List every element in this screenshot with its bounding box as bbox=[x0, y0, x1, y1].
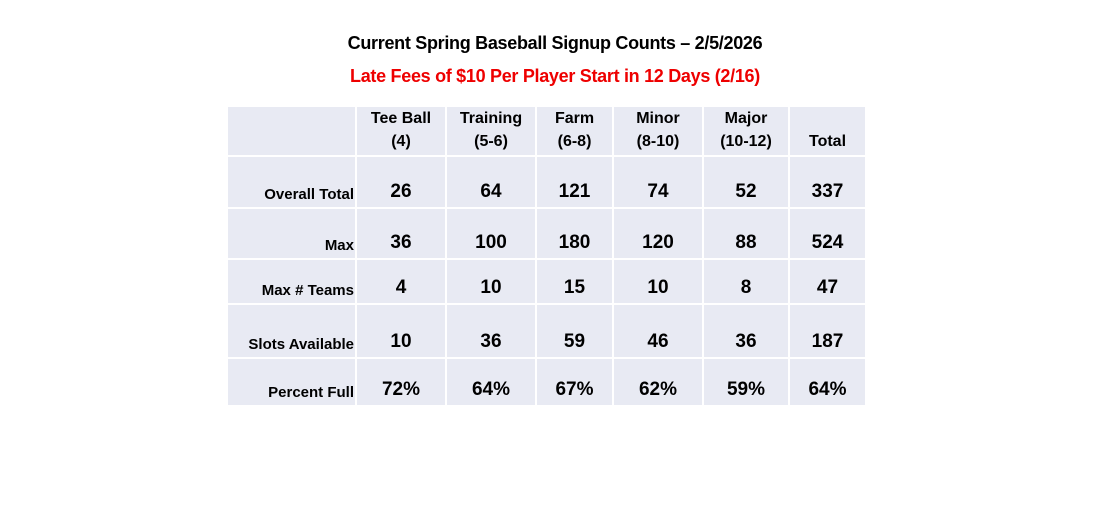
column-header: Minor (8-10) bbox=[612, 105, 704, 157]
table-cell: 337 bbox=[788, 155, 867, 209]
column-header: Tee Ball (4) bbox=[355, 105, 447, 157]
column-header-sub: (8-10) bbox=[636, 133, 680, 150]
column-header-name: Training bbox=[459, 110, 523, 127]
row-label: Overall Total bbox=[226, 155, 357, 209]
table-cell: 36 bbox=[355, 207, 447, 260]
column-header-sub: (10-12) bbox=[720, 133, 772, 150]
table-cell: 4 bbox=[355, 258, 447, 305]
table-cell: 100 bbox=[445, 207, 537, 260]
table-cell: 36 bbox=[702, 303, 790, 359]
table-row: Overall Total 26 64 121 74 52 337 bbox=[226, 155, 867, 209]
row-label: Max bbox=[226, 207, 357, 260]
table-cell: 10 bbox=[445, 258, 537, 305]
table-cell: 59% bbox=[702, 357, 790, 407]
table-cell: 36 bbox=[445, 303, 537, 359]
column-header-sub: (4) bbox=[391, 133, 411, 150]
column-header-name: Major bbox=[724, 110, 768, 127]
table-cell: 52 bbox=[702, 155, 790, 209]
late-fee-notice: Late Fees of $10 Per Player Start in 12 … bbox=[350, 66, 760, 86]
corner-cell bbox=[226, 105, 357, 157]
table-cell: 187 bbox=[788, 303, 867, 359]
table-cell: 10 bbox=[612, 258, 704, 305]
column-header: Farm (6-8) bbox=[535, 105, 614, 157]
table-cell: 59 bbox=[535, 303, 614, 359]
header-row: Tee Ball (4) Training (5-6) Farm (6-8) Minor (8… bbox=[226, 105, 867, 157]
table-cell: 15 bbox=[535, 258, 614, 305]
table-cell: 64% bbox=[445, 357, 537, 407]
table-cell: 67% bbox=[535, 357, 614, 407]
column-header-sub: Total bbox=[808, 133, 847, 150]
table-cell: 120 bbox=[612, 207, 704, 260]
row-label: Percent Full bbox=[226, 357, 357, 407]
row-label: Max # Teams bbox=[226, 258, 357, 305]
table-row: Max # Teams 4 10 15 10 8 47 bbox=[226, 258, 867, 305]
column-header-name: Farm bbox=[554, 110, 595, 127]
table-row: Max 36 100 180 120 88 524 bbox=[226, 207, 867, 260]
signup-counts-table: Tee Ball (4) Training (5-6) Farm (6-8) Minor (8… bbox=[226, 105, 867, 407]
table-cell: 72% bbox=[355, 357, 447, 407]
table-cell: 47 bbox=[788, 258, 867, 305]
column-header-sub: (5-6) bbox=[474, 133, 508, 150]
table-cell: 180 bbox=[535, 207, 614, 260]
table-row: Slots Available 10 36 59 46 36 187 bbox=[226, 303, 867, 359]
table-row: Percent Full 72% 64% 67% 62% 59% 64% bbox=[226, 357, 867, 407]
table-cell: 524 bbox=[788, 207, 867, 260]
column-header: Total bbox=[788, 105, 867, 157]
table-cell: 62% bbox=[612, 357, 704, 407]
column-header-name: Tee Ball bbox=[370, 110, 432, 127]
page-title: Current Spring Baseball Signup Counts – … bbox=[347, 33, 763, 53]
table-cell: 46 bbox=[612, 303, 704, 359]
table-cell: 8 bbox=[702, 258, 790, 305]
table-cell: 64 bbox=[445, 155, 537, 209]
table-cell: 88 bbox=[702, 207, 790, 260]
table-cell: 64% bbox=[788, 357, 867, 407]
table-cell: 121 bbox=[535, 155, 614, 209]
column-header: Major (10-12) bbox=[702, 105, 790, 157]
column-header-name: Minor bbox=[636, 110, 680, 127]
column-header-sub: (6-8) bbox=[557, 133, 592, 150]
table-cell: 74 bbox=[612, 155, 704, 209]
row-label: Slots Available bbox=[226, 303, 357, 359]
table-cell: 26 bbox=[355, 155, 447, 209]
column-header: Training (5-6) bbox=[445, 105, 537, 157]
table-cell: 10 bbox=[355, 303, 447, 359]
